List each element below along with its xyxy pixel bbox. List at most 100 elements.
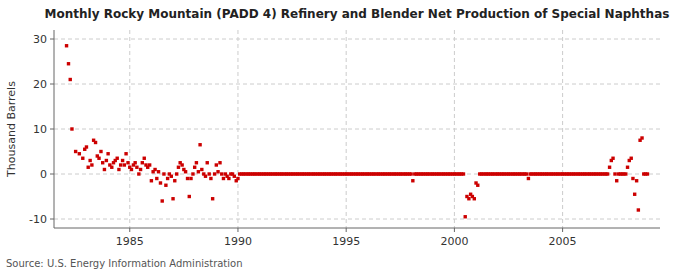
tick-y — [50, 39, 54, 40]
point — [78, 152, 81, 155]
point — [170, 175, 173, 178]
point — [476, 184, 479, 187]
point — [236, 177, 239, 180]
tick-x — [562, 228, 563, 232]
point — [222, 177, 225, 180]
point — [615, 179, 618, 182]
point — [608, 166, 611, 169]
point — [186, 177, 189, 180]
point — [173, 179, 176, 182]
point — [411, 179, 414, 182]
axis-line-y — [54, 30, 55, 228]
point — [81, 157, 84, 160]
point — [193, 166, 196, 169]
grid-line-x — [562, 30, 563, 228]
point — [204, 175, 207, 178]
point — [409, 172, 412, 175]
point — [233, 175, 236, 178]
tick-x — [237, 228, 238, 232]
tick-label-y: -10 — [29, 213, 47, 226]
point — [211, 197, 214, 200]
point — [207, 172, 210, 175]
point — [135, 166, 138, 169]
point — [74, 150, 77, 153]
point — [613, 172, 616, 175]
point — [124, 152, 127, 155]
point — [213, 172, 216, 175]
point — [525, 172, 528, 175]
tick-y — [50, 174, 54, 175]
point — [175, 172, 178, 175]
point — [209, 177, 212, 180]
tick-x — [346, 228, 347, 232]
point — [150, 179, 153, 182]
point — [624, 172, 627, 175]
point — [139, 168, 142, 171]
point — [101, 161, 104, 164]
point — [184, 170, 187, 173]
point — [197, 170, 200, 173]
point — [148, 163, 151, 166]
point — [106, 152, 109, 155]
point — [218, 161, 221, 164]
point — [141, 161, 144, 164]
point — [195, 161, 198, 164]
tick-x — [454, 228, 455, 232]
point — [115, 157, 118, 160]
grid-line-y — [54, 219, 660, 220]
point — [99, 150, 102, 153]
point — [162, 172, 165, 175]
point — [220, 172, 223, 175]
axes: -10010203019851990199520002005 — [29, 30, 660, 248]
grid-line-x — [346, 30, 347, 228]
point — [200, 168, 203, 171]
point — [143, 157, 146, 160]
point — [94, 141, 97, 144]
point — [206, 161, 209, 164]
point — [65, 44, 68, 47]
point — [180, 163, 183, 166]
source-note: Source: U.S. Energy Information Administ… — [6, 258, 243, 269]
point — [126, 161, 129, 164]
point — [611, 157, 614, 160]
y-axis-label: Thousand Barrels — [5, 81, 18, 178]
grid — [54, 30, 660, 228]
point — [70, 127, 73, 130]
point — [153, 168, 156, 171]
point — [86, 166, 89, 169]
point — [188, 195, 191, 198]
chart: Monthly Rocky Mountain (PADD 4) Refinery… — [0, 0, 675, 275]
point — [88, 159, 91, 162]
point — [216, 170, 219, 173]
point — [635, 179, 638, 182]
tick-label-y: 20 — [33, 78, 47, 91]
point — [103, 168, 106, 171]
point — [164, 184, 167, 187]
point — [198, 143, 201, 146]
grid-line-x — [237, 30, 238, 228]
point — [215, 163, 218, 166]
tick-y — [50, 84, 54, 85]
point — [640, 136, 643, 139]
point — [121, 159, 124, 162]
point — [110, 166, 113, 169]
tick-label-x: 1995 — [332, 235, 360, 248]
tick-label-y: 10 — [33, 123, 47, 136]
point — [90, 163, 93, 166]
tick-y — [50, 129, 54, 130]
tick-label-y: 0 — [40, 168, 47, 181]
point — [637, 208, 640, 211]
point — [462, 172, 465, 175]
point — [130, 168, 133, 171]
point — [606, 172, 609, 175]
grid-line-y — [54, 84, 660, 85]
grid-line-y — [54, 129, 660, 130]
grid-line-x — [129, 30, 130, 228]
axis-line-x — [54, 228, 660, 229]
point — [69, 78, 72, 81]
point — [85, 145, 88, 148]
point — [155, 177, 158, 180]
point — [171, 197, 174, 200]
point — [157, 170, 160, 173]
point — [464, 215, 467, 218]
